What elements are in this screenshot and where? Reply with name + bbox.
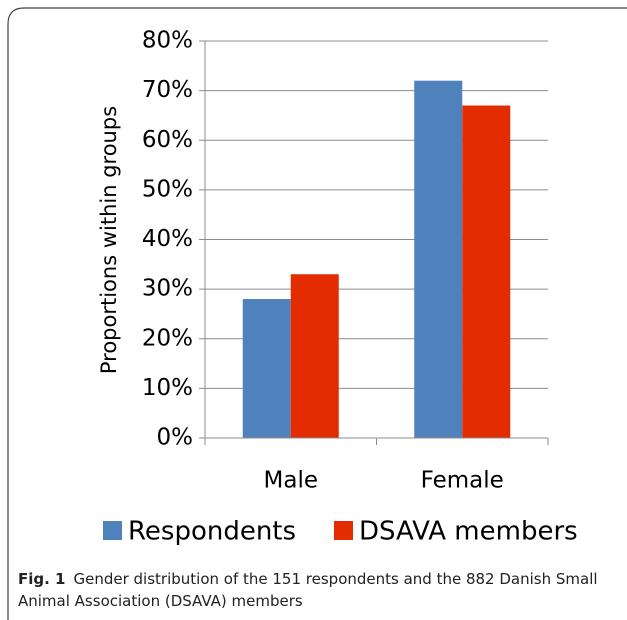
y-tick-label: 60% [142,127,193,153]
y-tick-label: 70% [142,77,193,103]
legend-swatch [103,521,122,540]
figure-frame [7,7,627,620]
y-tick-label: 20% [142,325,193,351]
y-tick-label: 0% [157,425,194,451]
y-tick-label: 10% [142,375,193,401]
caption-label: Fig. 1 [18,570,66,588]
y-tick-label: 50% [142,176,193,202]
legend-label: Respondents [128,517,296,547]
bar [414,80,463,438]
y-tick-label: 30% [142,276,193,302]
bar [462,105,511,438]
bar [290,274,339,438]
x-tick-label: Male [264,468,318,494]
caption-text: Gender distribution of the 151 responden… [18,570,598,610]
x-tick-label: Female [421,468,504,494]
legend-swatch [334,521,353,540]
y-tick-label: 80% [142,28,193,54]
y-tick-label: 40% [142,226,193,252]
y-axis-label: Proportions within groups [97,106,121,374]
caption: Fig. 1 Gender distribution of the 151 res… [18,568,608,612]
legend-label: DSAVA members [359,517,578,547]
bar [242,299,291,438]
